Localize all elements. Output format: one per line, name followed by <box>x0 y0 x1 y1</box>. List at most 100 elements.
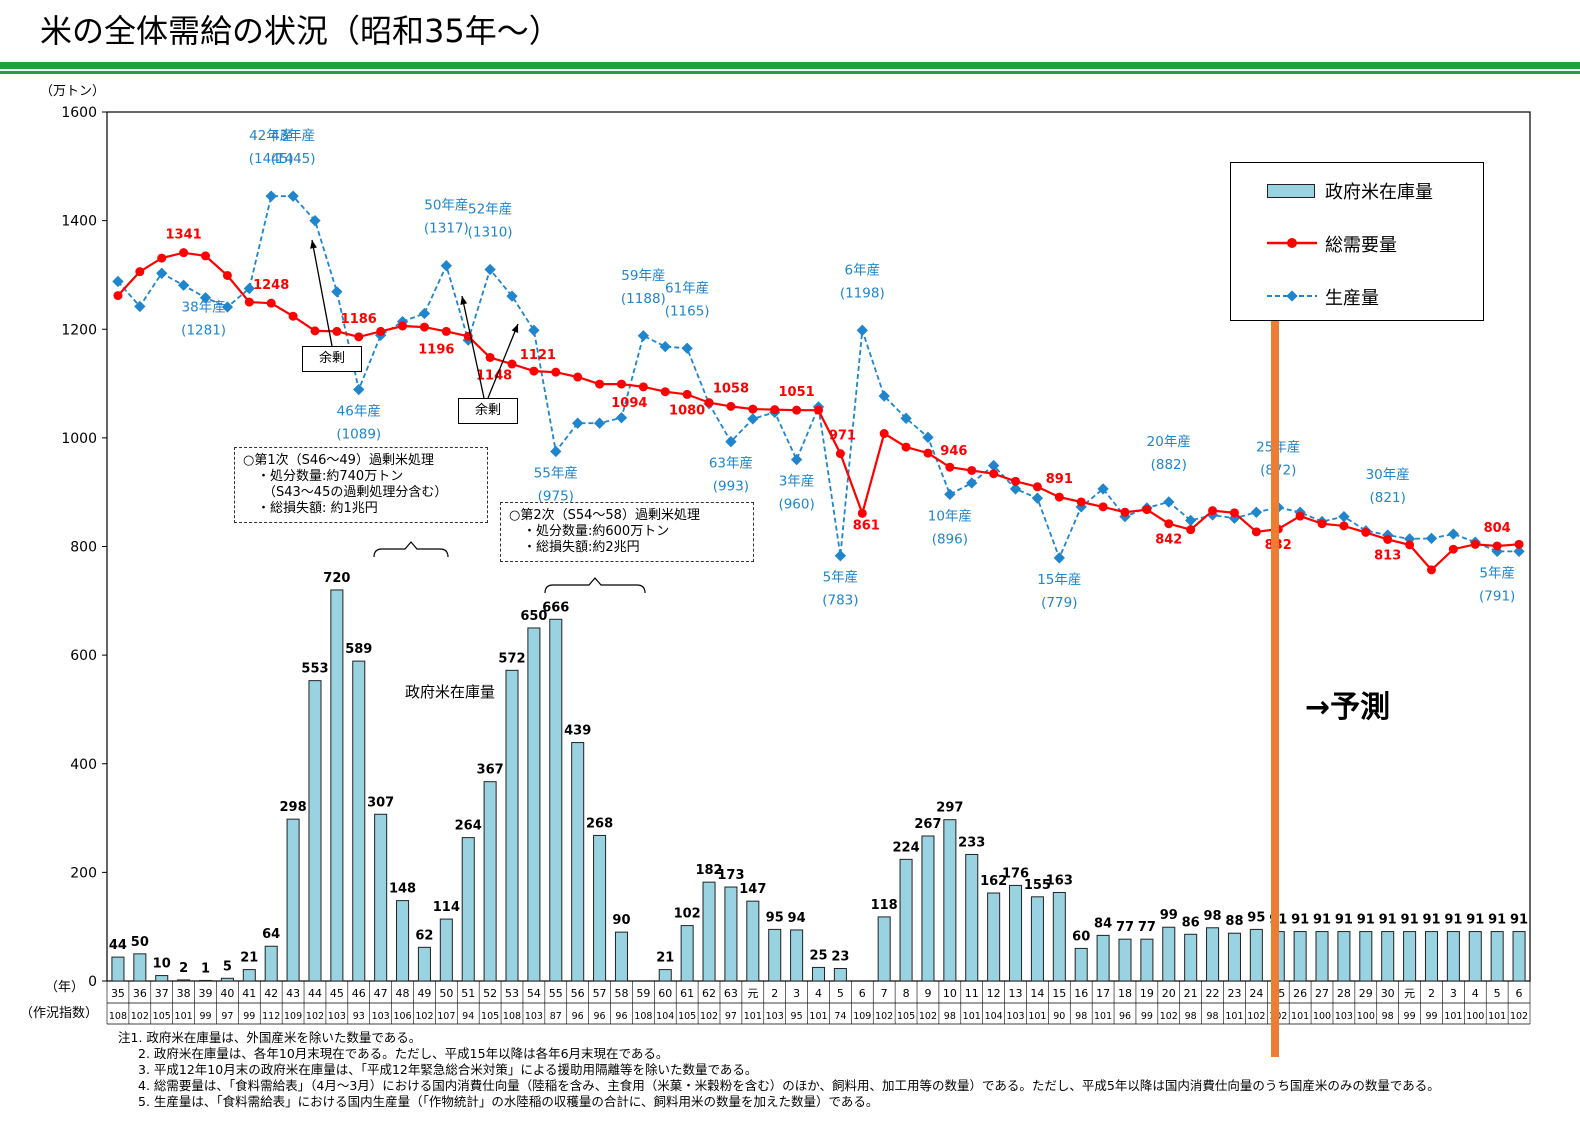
demand-point <box>332 326 342 336</box>
crop-index-label: 102 <box>1247 1011 1265 1022</box>
y-tick-label: 200 <box>70 865 97 881</box>
stock-bar-label: 176 <box>1002 866 1029 881</box>
stock-bar-label: 147 <box>739 882 766 897</box>
legend: 政府米在庫量 総需要量 生産量 <box>1230 162 1484 321</box>
second-box-line: ○第2次（S54～58）過剰米処理 <box>509 508 700 523</box>
stock-bar <box>571 742 585 982</box>
stock-bar-label: 91 <box>1401 913 1419 928</box>
production-annotation: (993) <box>713 479 749 495</box>
crop-index-label: 105 <box>153 1011 171 1022</box>
crop-index-label: 96 <box>615 1011 627 1022</box>
production-point <box>331 286 343 298</box>
x-tick-label: 35 <box>111 987 125 1000</box>
x-tick-label: 53 <box>505 987 519 1000</box>
legend-swatch-production <box>1267 290 1317 302</box>
stock-bar-label: 64 <box>262 927 280 942</box>
stock-bar <box>614 931 628 982</box>
x-tick-label: 51 <box>461 987 475 1000</box>
stock-bar <box>505 669 519 982</box>
legend-swatch-stock <box>1267 184 1315 198</box>
stock-bar-label: 268 <box>586 816 613 831</box>
stock-bar-label: 2 <box>179 961 188 976</box>
crop-index-label: 101 <box>1488 1011 1506 1022</box>
demand-data-label: 1094 <box>611 396 647 411</box>
first-box-line: ・総損失額: 約1兆円 <box>257 501 378 516</box>
crop-index-label: 97 <box>725 1011 737 1022</box>
demand-point <box>551 367 561 377</box>
crop-index-label: 103 <box>1006 1011 1024 1022</box>
x-tick-label: 2 <box>1428 987 1435 1000</box>
production-point <box>615 412 628 424</box>
demand-data-label: 1121 <box>520 348 556 363</box>
production-point <box>1250 506 1263 518</box>
stock-bar-label: 77 <box>1116 920 1134 935</box>
disposal-brace <box>544 577 646 594</box>
crop-index-label: 94 <box>462 1011 474 1022</box>
stock-bar-label: 77 <box>1138 920 1156 935</box>
production-annotation: (1198) <box>840 285 885 301</box>
demand-point <box>1383 534 1393 544</box>
demand-point <box>1448 544 1458 554</box>
stock-bar <box>1446 931 1460 982</box>
demand-point <box>310 326 320 336</box>
stock-bar <box>1096 934 1110 982</box>
demand-point <box>222 270 232 280</box>
production-point <box>1338 510 1350 523</box>
production-point <box>1031 492 1044 504</box>
demand-point <box>660 387 670 397</box>
production-annotation: 42年産 <box>249 128 293 144</box>
production-point <box>1425 532 1438 545</box>
note-line: 3. 平成12年10月末の政府米在庫量は、「平成12年緊急総合米対策」による援助… <box>138 1062 758 1077</box>
stock-bar-label: 5 <box>223 959 232 974</box>
crop-index-label: 103 <box>328 1011 346 1022</box>
first-box-line: ○第1次（S46～49）過剰米処理 <box>243 453 434 468</box>
production-point <box>287 190 299 202</box>
demand-point <box>901 442 911 452</box>
x-tick-label: 13 <box>1009 987 1023 1000</box>
y-tick-label: 1600 <box>61 105 97 121</box>
demand-point <box>1208 506 1218 516</box>
stock-bar <box>352 660 366 982</box>
stock-bar <box>1118 938 1132 982</box>
stock-bar <box>155 975 169 982</box>
demand-data-label: 1186 <box>341 312 377 327</box>
surplus-arrowhead <box>310 240 317 249</box>
stock-bar-label: 298 <box>280 800 307 815</box>
x-tick-label: 20 <box>1162 987 1176 1000</box>
x-tick-label: 7 <box>881 987 888 1000</box>
stock-bar <box>330 589 344 982</box>
production-annotation: 5年産 <box>1479 565 1515 581</box>
stock-bar-label: 439 <box>564 724 591 739</box>
x-tick-label: 57 <box>593 987 607 1000</box>
demand-point <box>1054 492 1064 502</box>
stock-bar <box>1359 931 1373 982</box>
crop-index-label: 101 <box>1444 1011 1462 1022</box>
demand-point <box>748 404 758 414</box>
production-annotation: 46年産 <box>337 404 381 420</box>
crop-index-label: 98 <box>944 1011 956 1022</box>
stock-bar <box>1403 931 1417 982</box>
production-annotation: 61年産 <box>665 280 709 296</box>
production-annotation: 43年産 <box>271 128 315 144</box>
x-tick-label: 39 <box>199 987 213 1000</box>
stock-bar <box>702 881 716 982</box>
demand-point <box>857 508 867 518</box>
stock-bar-label: 10 <box>153 957 171 972</box>
x-tick-label: 28 <box>1337 987 1351 1000</box>
x-tick-label: 45 <box>330 987 344 1000</box>
stock-bar <box>768 928 782 982</box>
production-annotation: (1089) <box>336 427 381 443</box>
crop-index-label: 102 <box>700 1011 718 1022</box>
demand-point <box>1186 525 1196 535</box>
legend-label-demand: 総需要量 <box>1325 235 1397 256</box>
x-tick-label: 55 <box>549 987 563 1000</box>
stock-bar-label: 91 <box>1510 913 1528 928</box>
stock-bar <box>943 819 957 982</box>
production-point <box>747 413 759 425</box>
crop-index-label: 99 <box>1425 1011 1437 1022</box>
production-annotation: (975) <box>538 488 574 504</box>
demand-data-label: 1248 <box>253 278 289 293</box>
demand-point <box>244 297 254 307</box>
stock-bar <box>177 979 191 982</box>
